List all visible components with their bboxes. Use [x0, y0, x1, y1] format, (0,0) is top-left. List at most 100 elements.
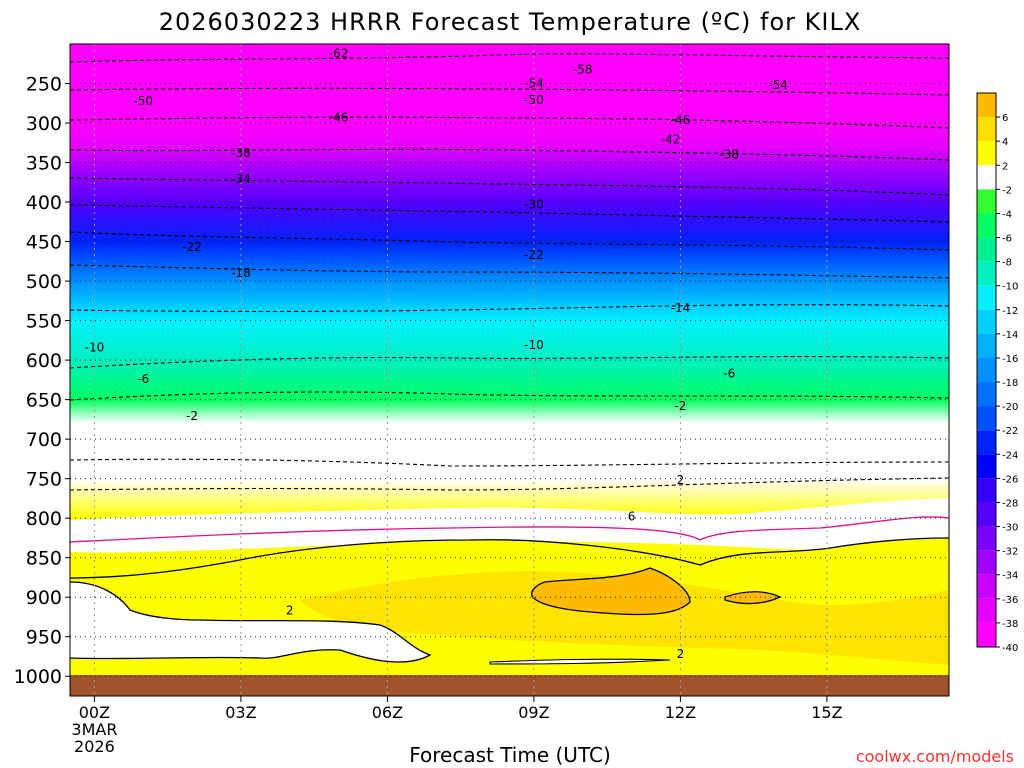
colorbar-swatch: [977, 357, 996, 383]
x-tick-sublabel: 3MAR: [71, 720, 117, 739]
colorbar-swatch: [977, 502, 996, 527]
colorbar-swatch: [977, 526, 996, 551]
colorbar-swatch: [977, 622, 996, 647]
contour-label: -30: [524, 197, 544, 211]
y-tick-label: 300: [26, 113, 62, 135]
contour-label: 2: [286, 604, 294, 618]
colorbar-label: -14: [1002, 330, 1018, 341]
contour-lines: [70, 53, 949, 491]
contour-label: -2: [186, 409, 198, 423]
contour-label: -50: [133, 94, 153, 108]
colorbar-swatch: [977, 598, 996, 623]
x-tick-label: 12Z: [665, 703, 696, 722]
y-tick-label: 1000: [14, 666, 62, 688]
colorbar-swatch: [977, 285, 996, 310]
contour-label: 6: [628, 510, 636, 524]
contour-label: -22: [524, 248, 544, 262]
plot-frame: [69, 43, 950, 697]
y-tick-label: 850: [26, 548, 62, 570]
y-tick-label: 900: [26, 587, 62, 609]
y-tick-label: 700: [26, 429, 62, 451]
y-tick-label: 550: [26, 311, 62, 333]
y-tick-label: 250: [26, 74, 62, 96]
colorbar-label: -28: [1002, 498, 1018, 509]
colorbar-label: -12: [1002, 306, 1018, 317]
colorbar-label: -32: [1002, 547, 1018, 558]
colorbar-swatch: [977, 237, 996, 262]
contour-label: -46: [671, 113, 691, 127]
colorbar-swatch: [977, 165, 996, 190]
y-axis: 250 300 350 400 450 500 550 600 650 700 750 800 850 9…: [14, 74, 70, 688]
contour-label: -38: [719, 148, 739, 162]
warm-core-6c-small: [724, 591, 782, 605]
y-tick-label: 400: [26, 192, 62, 214]
x-tick-label: 03Z: [225, 703, 256, 722]
ground-surface: [70, 675, 949, 696]
contour-label: 2: [677, 473, 685, 487]
colorbar-label: -4: [1002, 209, 1012, 220]
colorbar-label: 2: [1002, 161, 1008, 172]
x-tick-label: 15Z: [811, 703, 842, 722]
contour-labels: -62-58-54 -54-50 -50-46 -46-42-38 -38-34-30-…: [85, 46, 788, 661]
plot-area: [70, 44, 949, 696]
colorbar-swatch: [977, 189, 996, 214]
surface-white-sliver: [489, 658, 671, 665]
colorbar-frame: [976, 92, 997, 648]
colorbar-swatch: [977, 141, 996, 166]
colorbar-label: 6: [1002, 113, 1008, 124]
x-tick-label: 06Z: [372, 703, 403, 722]
colorbar-swatch: [977, 117, 996, 142]
warm-core-6c: [531, 567, 691, 616]
colorbar-swatch: [977, 478, 996, 503]
x-tick-label: 00Z: [79, 703, 110, 722]
credit-link[interactable]: coolwx.com/models: [856, 747, 1014, 766]
colorbar-label: -16: [1002, 354, 1018, 365]
x-tick-sublabel: 2026: [74, 737, 115, 756]
plus-two-contour: [70, 537, 949, 663]
colorbar-swatch: [977, 574, 996, 599]
contour-label: -50: [524, 93, 544, 107]
contour-label: -54: [524, 77, 544, 91]
y-tick-label: 650: [26, 390, 62, 412]
colorbar-swatch: [977, 333, 996, 358]
y-tick-label: 600: [26, 350, 62, 372]
colorbar-label: -10: [1002, 282, 1018, 293]
colorbar-label: -20: [1002, 402, 1018, 413]
y-tick-label: 950: [26, 627, 62, 649]
contour-label: -22: [182, 240, 202, 254]
freezing-layer-white: [70, 498, 949, 553]
y-tick-label: 500: [26, 271, 62, 293]
colorbar-swatch: [977, 454, 996, 479]
warm-layer-shade: [300, 571, 949, 665]
colorbar-label: -34: [1002, 571, 1018, 582]
contour-label: -42: [661, 133, 681, 147]
y-tick-label: 800: [26, 508, 62, 530]
colorbar-swatch: [977, 261, 996, 286]
chart-title: 2026030223 HRRR Forecast Temperature (ºC…: [159, 8, 862, 36]
contour-label: -6: [137, 372, 149, 386]
grid-lines: [70, 44, 949, 696]
x-tick-label: 09Z: [518, 703, 549, 722]
colorbar-label: -22: [1002, 426, 1018, 437]
colorbar-label: 4: [1002, 137, 1008, 148]
colorbar-label: -24: [1002, 450, 1018, 461]
y-tick-label: 450: [26, 232, 62, 254]
contour-label: -6: [723, 367, 735, 381]
freezing-line: [70, 516, 949, 543]
contour-label: 2: [677, 647, 685, 661]
colorbar-swatch: [977, 309, 996, 334]
colorbar-label: -18: [1002, 378, 1018, 389]
x-axis-label: Forecast Time (UTC): [409, 743, 611, 767]
contour-label: -38: [231, 146, 251, 160]
contour-label: -58: [573, 62, 593, 76]
colorbar-label: -2: [1002, 185, 1012, 196]
colorbar-label: -30: [1002, 523, 1018, 534]
colorbar-label: -38: [1002, 619, 1018, 630]
y-tick-label: 350: [26, 153, 62, 175]
colorbar-swatch: [977, 550, 996, 575]
colorbar-swatch: [977, 430, 996, 455]
colorbar-label: -6: [1002, 234, 1012, 245]
colorbar-label: -8: [1002, 258, 1012, 269]
